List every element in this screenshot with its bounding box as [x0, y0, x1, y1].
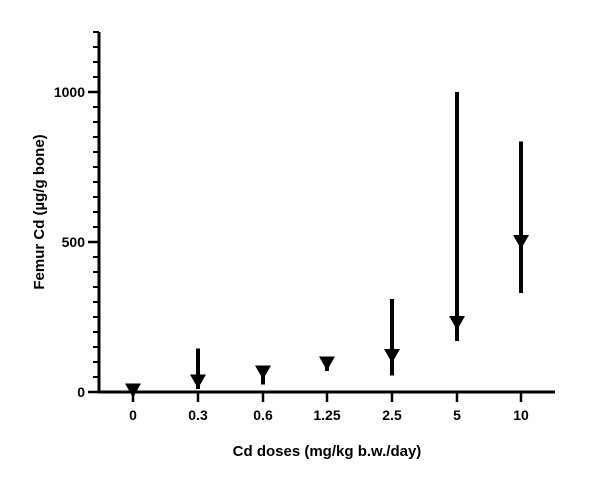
data-point-marker	[319, 356, 335, 371]
x-tick-label: 10	[513, 407, 529, 423]
x-tick-label: 0.3	[188, 407, 208, 423]
y-tick-label: 1000	[54, 84, 85, 100]
y-tick-label: 0	[77, 384, 85, 400]
y-tick-label: 500	[62, 234, 86, 250]
x-axis-title: Cd doses (mg/kg b.w./day)	[233, 443, 422, 460]
x-tick-label: 2.5	[382, 407, 402, 423]
y-axis-title: Femur Cd (µg/g bone)	[31, 134, 48, 289]
data-point-marker	[384, 349, 400, 363]
data-point-marker	[190, 374, 206, 389]
data-point-marker	[125, 383, 141, 398]
x-tick-label: 0.6	[253, 407, 273, 423]
x-tick-label: 1.25	[313, 407, 340, 423]
data-point-marker	[513, 235, 529, 249]
x-tick-label: 0	[129, 407, 137, 423]
data-point-marker	[255, 365, 271, 380]
y-axis: 0 500 1000	[54, 31, 101, 400]
x-axis: 0 0.3 0.6 1.25 2.5 5 10	[97, 390, 555, 423]
data-marks	[125, 92, 529, 398]
data-point-marker	[449, 316, 465, 330]
x-tick-label: 5	[453, 407, 461, 423]
